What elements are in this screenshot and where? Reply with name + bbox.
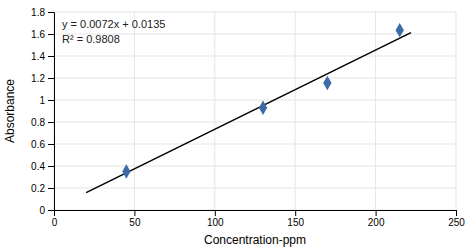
- y-tick: 0.4: [31, 161, 54, 172]
- x-tick-label: 100: [207, 217, 224, 228]
- trend-line: [86, 33, 411, 193]
- x-tick: 50: [129, 210, 141, 228]
- y-grid-line: [54, 166, 456, 167]
- x-grid-line: [295, 12, 296, 210]
- y-tick: 0.2: [31, 183, 54, 194]
- y-grid-line: [54, 100, 456, 101]
- y-tick-mark: [48, 34, 54, 35]
- scatter-point: [122, 164, 130, 178]
- y-tick-mark: [48, 210, 54, 211]
- y-tick-label: 0.4: [31, 161, 45, 172]
- y-grid-line: [54, 78, 456, 79]
- grid: [54, 12, 456, 210]
- y-tick: 0.8: [31, 117, 54, 128]
- y-tick-label: 1.2: [31, 73, 45, 84]
- plot-area: 0 50 100 150 200 250 0 0.2 0.4 0.6 0.8 1 1.2 1.4 1.6 1.…: [31, 7, 465, 228]
- x-tick: 250: [448, 210, 465, 228]
- y-tick-mark: [48, 144, 54, 145]
- y-tick-label: 1: [39, 95, 45, 106]
- y-tick-label: 1.8: [31, 7, 45, 18]
- y-tick: 1: [39, 95, 54, 106]
- scatter-point: [396, 23, 404, 37]
- x-tick-label: 200: [368, 217, 385, 228]
- y-tick: 0.6: [31, 139, 54, 150]
- y-grid-line: [54, 122, 456, 123]
- y-grid-line: [54, 12, 456, 13]
- y-axis: 0 0.2 0.4 0.6 0.8 1 1.2 1.4 1.6 1.8: [31, 7, 54, 216]
- x-tick-mark: [215, 210, 216, 216]
- x-tick-label: 50: [129, 217, 141, 228]
- x-grid-line: [214, 12, 215, 210]
- annotation: R² = 0.9808: [62, 33, 120, 45]
- scatter-point: [323, 76, 331, 90]
- y-tick: 1.2: [31, 73, 54, 84]
- y-grid-line: [54, 56, 456, 57]
- y-axis-line: [48, 13, 55, 211]
- annotation: y = 0.0072x + 0.0135: [62, 18, 165, 30]
- y-grid-line: [54, 144, 456, 145]
- y-tick-label: 0.8: [31, 117, 45, 128]
- x-tick: 100: [207, 210, 224, 228]
- y-tick-label: 1.4: [31, 51, 45, 62]
- y-tick-label: 0.2: [31, 183, 45, 194]
- y-tick-mark: [48, 78, 54, 79]
- scatter-point: [259, 100, 267, 114]
- x-axis: 0 50 100 150 200 250: [52, 210, 466, 228]
- x-tick: 150: [287, 210, 304, 228]
- x-tick: 200: [368, 210, 385, 228]
- marks: [86, 23, 411, 193]
- y-tick-mark: [48, 56, 54, 57]
- x-grid-line: [456, 12, 457, 210]
- x-grid-line: [134, 12, 135, 210]
- x-axis-line: [55, 211, 457, 217]
- y-tick-label: 1.6: [31, 29, 45, 40]
- y-axis-title: Absorbance: [3, 79, 17, 143]
- x-tick-mark: [134, 210, 135, 216]
- y-tick: 1.4: [31, 51, 54, 62]
- y-tick-mark: [48, 166, 54, 167]
- x-grid-line: [375, 12, 376, 210]
- y-tick-mark: [48, 100, 54, 101]
- x-tick-label: 150: [287, 217, 304, 228]
- x-tick-mark: [295, 210, 296, 216]
- y-tick: 0: [39, 205, 54, 216]
- y-tick: 1.6: [31, 29, 54, 40]
- y-grid-line: [54, 188, 456, 189]
- x-tick-label: 250: [448, 217, 465, 228]
- chart: 0 50 100 150 200 250 0 0.2 0.4 0.6 0.8 1 1.2 1.4 1.6 1.…: [0, 0, 474, 250]
- x-tick-label: 0: [52, 217, 58, 228]
- x-tick-mark: [456, 210, 457, 216]
- y-tick: 1.8: [31, 7, 54, 18]
- y-tick-mark: [48, 188, 54, 189]
- y-tick-mark: [48, 12, 54, 13]
- x-tick: 0: [52, 210, 58, 228]
- y-tick-label: 0: [39, 205, 45, 216]
- y-tick-label: 0.6: [31, 139, 45, 150]
- x-axis-title: Concentration-ppm: [204, 233, 306, 247]
- annotations: y = 0.0072x + 0.0135 R² = 0.9808: [62, 18, 165, 45]
- y-tick-mark: [48, 122, 54, 123]
- x-tick-mark: [376, 210, 377, 216]
